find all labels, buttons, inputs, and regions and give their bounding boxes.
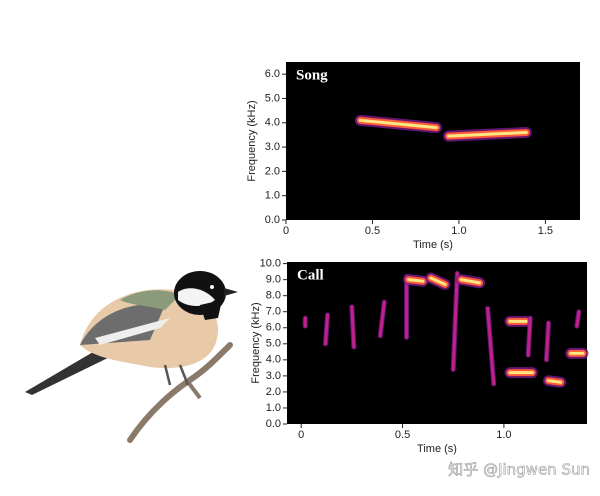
y-tick-label: 2.0: [265, 165, 280, 177]
x-tick-label: 1.5: [538, 225, 553, 237]
plot-area: [287, 262, 587, 424]
watermark: 知乎 @Jingwen Sun: [448, 461, 590, 479]
syllable-core: [526, 316, 532, 357]
chart-title: Song: [296, 67, 328, 83]
y-tick-label: 5.0: [266, 338, 281, 350]
syllable-peak: [407, 278, 425, 283]
x-tick-label: 0: [298, 429, 304, 441]
y-tick-label: 3.0: [266, 370, 281, 382]
y-tick-label: 6.0: [266, 322, 281, 334]
y-tick-label: 3.0: [265, 141, 280, 153]
y-tick-label: 4.0: [265, 117, 280, 129]
syllable-core: [544, 321, 550, 362]
y-tick-label: 5.0: [265, 92, 280, 104]
syllable-core: [350, 305, 356, 349]
y-tick-label: 4.0: [266, 354, 281, 366]
syllable-core: [575, 310, 581, 328]
x-tick-label: 1.0: [496, 429, 511, 441]
y-tick-label: 2.0: [266, 386, 281, 398]
x-axis-label: Time (s): [417, 443, 457, 455]
y-tick-label: 0.0: [266, 418, 281, 430]
syllable-peak: [459, 278, 482, 285]
y-tick-label: 7.0: [266, 306, 281, 318]
bird-illustration: [25, 271, 238, 443]
syllable-core: [451, 271, 459, 371]
y-tick-label: 1.0: [266, 402, 281, 414]
syllable-peak: [447, 130, 528, 138]
x-tick-label: 1.0: [451, 225, 466, 237]
y-tick-label: 10.0: [260, 258, 281, 270]
y-tick-label: 8.0: [266, 290, 281, 302]
y-tick-label: 0.0: [265, 214, 280, 226]
chart-title: Call: [297, 267, 324, 283]
plot-area: [286, 62, 580, 220]
x-tick-label: 0.5: [365, 225, 380, 237]
x-axis-label: Time (s): [413, 239, 453, 251]
syllable-peak: [546, 379, 563, 384]
syllable-peak: [429, 276, 447, 286]
y-axis-label: Frequency (kHz): [250, 302, 262, 383]
syllable-peak: [358, 118, 438, 130]
syllable-core: [378, 300, 386, 338]
y-axis-label: Frequency (kHz): [246, 100, 258, 181]
y-tick-label: 1.0: [265, 190, 280, 202]
syllable-core: [486, 307, 496, 386]
syllable-core: [324, 313, 330, 346]
x-tick-label: 0: [283, 225, 289, 237]
x-tick-label: 0.5: [395, 429, 410, 441]
y-tick-label: 6.0: [265, 68, 280, 80]
y-tick-label: 9.0: [266, 274, 281, 286]
